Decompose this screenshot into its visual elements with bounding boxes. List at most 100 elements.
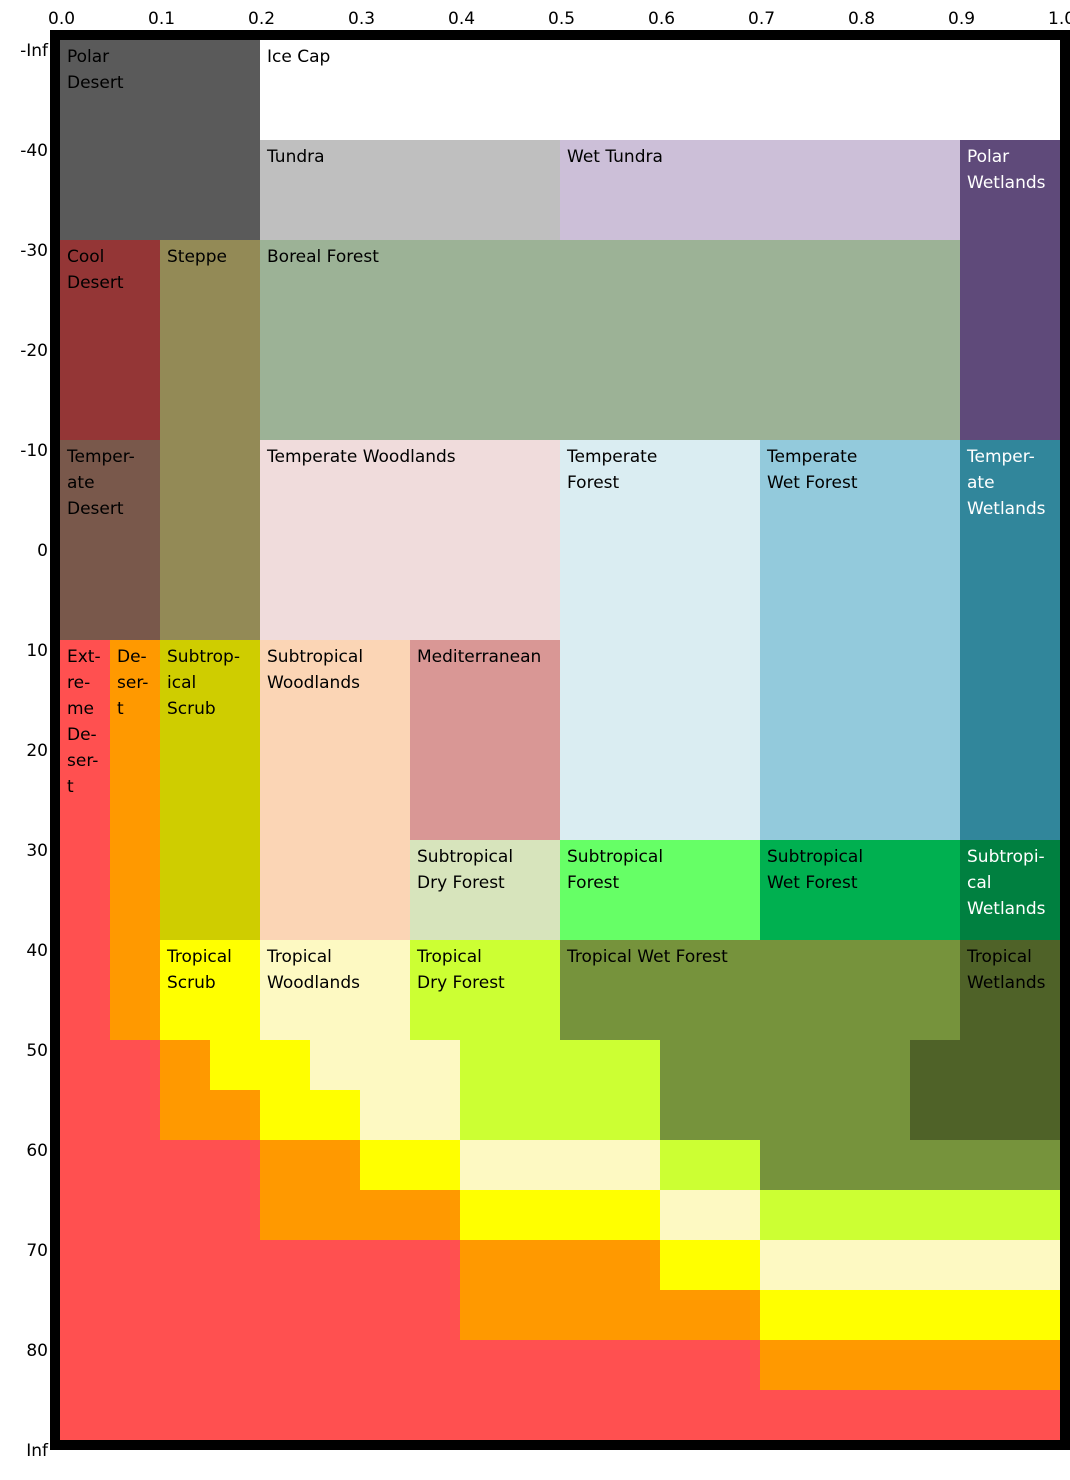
label-line: Scrub (167, 699, 216, 719)
label-line: ser- (117, 673, 148, 693)
label-line: Wetlands (967, 973, 1046, 993)
label-temperate-wetlands: Temper-ate Wetlands (966, 447, 1046, 519)
label-line: Woodlands (267, 673, 360, 693)
label-subtropical-dry-forest: Subtropical Dry Forest (417, 847, 513, 893)
y-tick-label: -10 (20, 441, 48, 461)
label-mediterranean: Mediterranean (417, 647, 541, 667)
region-subtropical-dry-forest (410, 840, 560, 940)
stair-cell-tropical-scrub (760, 1290, 1060, 1340)
region-tropical-scrub (160, 940, 260, 1040)
y-tick-label: Inf (26, 1441, 49, 1461)
label-tropical-wet-forest: Tropical Wet Forest (566, 947, 728, 967)
region-tundra (260, 140, 560, 240)
x-tick-label: 0.3 (348, 9, 375, 29)
y-tick-label: 40 (26, 941, 48, 961)
region-polar-wetlands (960, 140, 1060, 440)
region-temperate-woodlands (260, 440, 560, 640)
stair-cell-desert (460, 1240, 660, 1290)
stair-cell-tropical-wetlands (910, 1040, 1060, 1090)
label-line: Mediterranean (417, 647, 541, 667)
label-line: Desert (67, 499, 124, 519)
label-line: Polar (967, 147, 1009, 167)
label-polar-wetlands: Polar Wetlands (967, 147, 1046, 193)
y-tick-label: 20 (26, 741, 48, 761)
label-line: Woodlands (267, 973, 360, 993)
label-line: Temperate (566, 447, 657, 467)
label-line: Wetlands (967, 899, 1046, 919)
label-line: Dry Forest (417, 973, 505, 993)
label-line: Tundra (266, 147, 325, 167)
label-line: Ice Cap (267, 47, 330, 67)
label-tropical-wetlands: Tropical Wetlands (966, 947, 1046, 993)
stair-cell-desert (160, 1040, 210, 1090)
label-line: Scrub (167, 973, 216, 993)
y-tick-label: 30 (26, 841, 48, 861)
region-subtropical-woodlands (260, 640, 410, 940)
stair-cell-tropical-scrub (210, 1040, 310, 1090)
region-boreal-forest (260, 240, 960, 440)
label-line: De- (117, 647, 147, 667)
x-axis-ticks: 0.0 0.1 0.2 0.3 0.4 0.5 0.6 0.7 0.8 0.9 1.0 (48, 9, 1070, 29)
y-tick-label: 10 (26, 641, 48, 661)
stair-cell-desert (160, 1090, 260, 1140)
region-steppe (160, 240, 260, 640)
label-line: cal (967, 873, 992, 893)
region-temperate-forest (560, 440, 760, 840)
label-tropical-dry-forest: Tropical Dry Forest (416, 947, 505, 993)
region-tropical-wet-forest (560, 940, 960, 1040)
stair-cell-tropical-scrub (660, 1240, 760, 1290)
label-line: Forest (567, 873, 620, 893)
x-tick-label: 0.7 (748, 9, 775, 29)
stair-cell-extreme-desert (60, 1040, 160, 1090)
label-line: Desert (67, 73, 124, 93)
label-wet-tundra: Wet Tundra (567, 147, 663, 167)
stair-cell-tropical-dry-forest (460, 1040, 660, 1090)
label-line: Tropical Wet Forest (566, 947, 728, 967)
stair-cell-tropical-scrub (360, 1140, 460, 1190)
stair-cell-extreme-desert (60, 1190, 260, 1240)
label-line: Subtrop- (167, 647, 240, 667)
stair-cell-tropical-wet-forest (760, 1140, 1060, 1190)
x-tick-label: 1.0 (1048, 9, 1070, 29)
stair-cell-extreme-desert (60, 1290, 460, 1340)
x-tick-label: 0.9 (948, 9, 975, 29)
label-subtropical-forest: Subtropical Forest (567, 847, 663, 893)
stair-cell-tropical-scrub (460, 1190, 660, 1240)
label-desert: De-ser-t (117, 647, 148, 719)
label-line: t (67, 777, 74, 797)
cells-layer (60, 40, 1060, 1440)
label-line: Subtropical (767, 847, 863, 867)
stair-cell-extreme-desert (60, 1340, 760, 1390)
label-line: ate (967, 473, 995, 493)
labels-layer: Polar Desert Ice Cap Tundra Wet Tundra Polar W… (66, 47, 1046, 993)
y-tick-label: 80 (26, 1341, 48, 1361)
label-line: Forest (567, 473, 620, 493)
stair-cell-extreme-desert (60, 1390, 1060, 1440)
label-line: Steppe (167, 247, 227, 267)
label-subtropical-wet-forest: Subtropical Wet Forest (767, 847, 863, 893)
label-line: Wetlands (967, 499, 1046, 519)
region-tropical-wetlands (960, 940, 1060, 1040)
x-tick-label: 0.1 (148, 9, 175, 29)
label-line: Wet Tundra (567, 147, 663, 167)
label-cool-desert: Cool Desert (67, 247, 124, 293)
stair-cell-tropical-woodlands (360, 1090, 460, 1140)
label-line: Ext- (67, 647, 101, 667)
label-line: Tropical (416, 947, 482, 967)
label-polar-desert: Polar Desert (67, 47, 124, 93)
label-line: me (67, 699, 94, 719)
y-tick-label: 0 (37, 541, 48, 561)
stair-cell-tropical-dry-forest (760, 1190, 1060, 1240)
label-line: Tropical (266, 947, 332, 967)
label-line: re- (67, 673, 90, 693)
region-subtropical-wet-forest (760, 840, 960, 940)
label-subtropical-scrub: Subtrop-ical Scrub (167, 647, 240, 719)
stair-cell-tropical-wetlands (910, 1090, 1060, 1140)
x-tick-label: 0.5 (548, 9, 575, 29)
stair-cell-extreme-desert (60, 1090, 160, 1140)
label-subtropical-wetlands: Subtropi-cal Wetlands (967, 847, 1046, 919)
stair-cell-desert (260, 1140, 360, 1190)
label-line: Dry Forest (417, 873, 505, 893)
label-line: Temperate Woodlands (266, 447, 456, 467)
